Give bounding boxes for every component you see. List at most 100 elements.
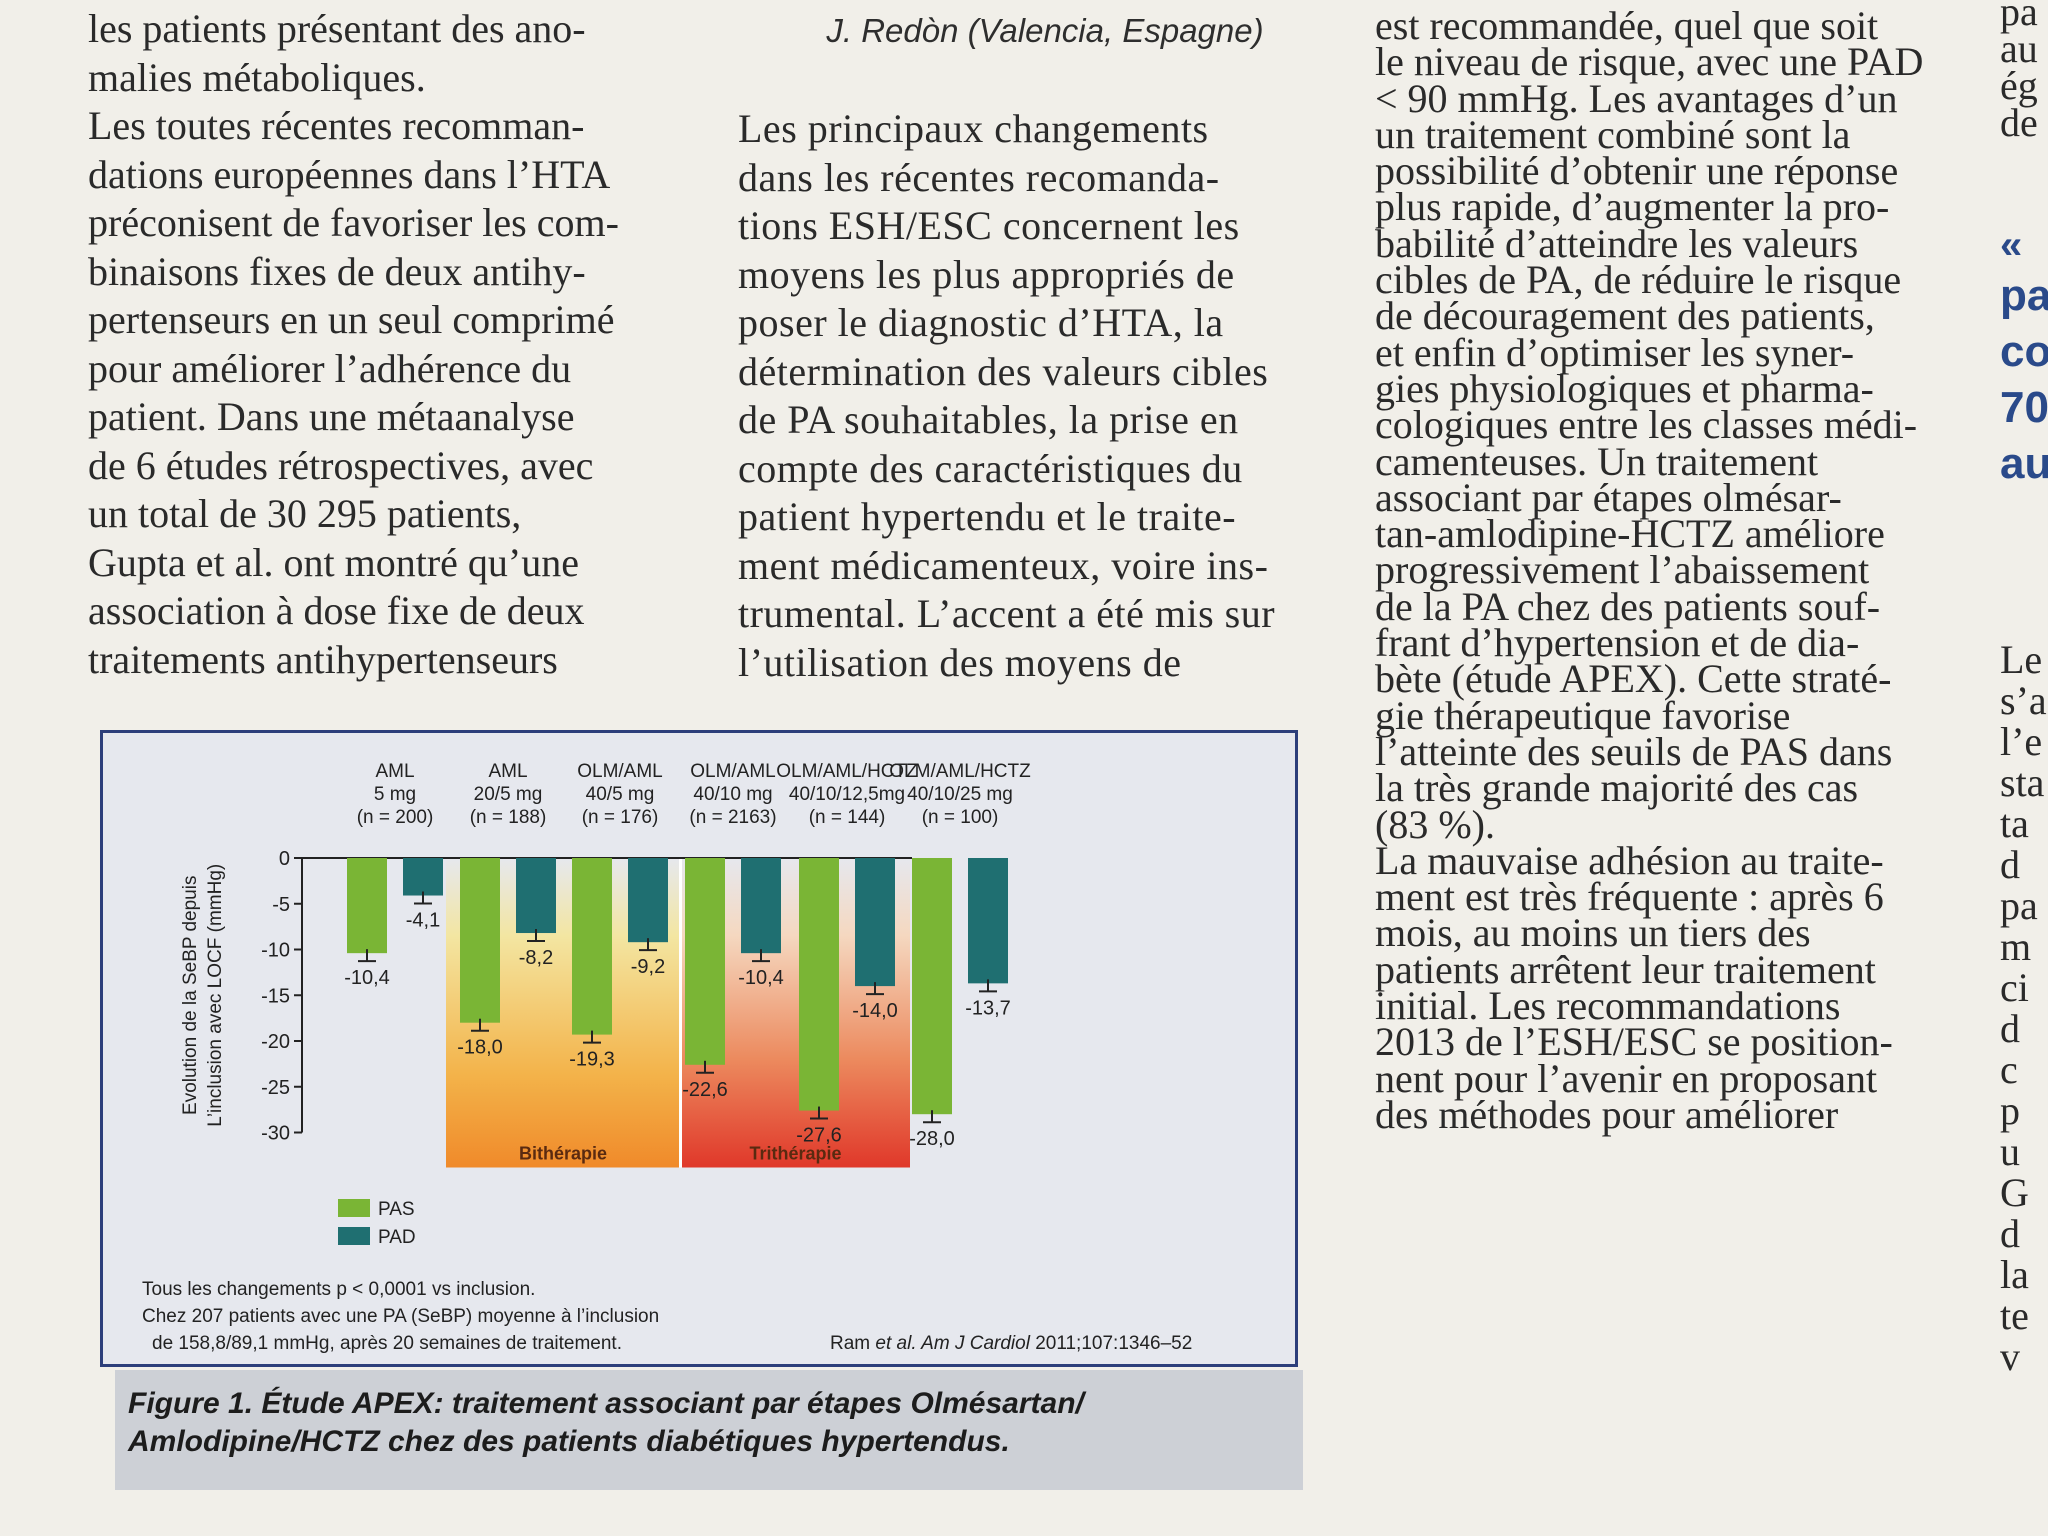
column-3-text-line: babilité d’atteindre les valeurs (1375, 220, 1859, 266)
column-1-text-line: les patients présentant des ano- (88, 6, 586, 51)
column-1-text-line: pertenseurs en un seul comprimé (88, 297, 615, 342)
group-header-dose: 40/10/12,5mg (789, 784, 905, 805)
article-column-1: les patients présentant des ano-malies m… (88, 5, 673, 684)
column-2-text-line: de PA souhaitables, la prise en (738, 397, 1239, 442)
group-header-name: OLM/AML/HCTZ (889, 761, 1031, 782)
column-3-text-line: l’atteinte des seuils de PAS dans (1375, 728, 1893, 774)
column-4-text-fragment: la (2000, 1252, 2029, 1297)
column-4-text-fragment: d (2000, 1211, 2020, 1256)
figure-footnote-line: Tous les changements p < 0,0001 vs inclu… (142, 1279, 535, 1300)
column-3-text-line: cologiques entre les classes médi- (1375, 402, 1918, 448)
column-3-text-line: et enfin d’optimiser les syner- (1375, 329, 1855, 375)
figure-footnote-line: de 158,8/89,1 mmHg, après 20 semaines de… (152, 1333, 622, 1354)
column-4-text-fragment: « (2000, 223, 2023, 267)
figure-caption-background (115, 1370, 1303, 1490)
y-tick-label: -5 (272, 894, 290, 916)
group-header-n: (n = 200) (357, 807, 434, 828)
column-3-text-line: tan-amlodipine-HCTZ améliore (1375, 511, 1885, 557)
column-3-text-line: de découragement des patients, (1375, 293, 1875, 339)
legend-label: PAS (378, 1199, 415, 1220)
column-3-text-line: de la PA chez des patients souf- (1375, 583, 1881, 629)
legend-swatch-pad (338, 1227, 370, 1245)
column-3-text-line: associant par étapes olmésar- (1375, 474, 1842, 520)
group-header-dose: 20/5 mg (474, 784, 543, 805)
bar-value-label: -13,7 (965, 997, 1011, 1019)
bar-pas (912, 858, 952, 1115)
y-axis-label-line-2: L’inclusion avec LOCF (mmHg) (205, 864, 226, 1127)
column-4-text-fragment: c (2000, 1047, 2018, 1092)
column-4-text-fragment: sta (2000, 760, 2045, 805)
column-3-text-line: 2013 de l’ESH/ESC se position- (1375, 1019, 1893, 1065)
column-3-text-line: progressivement l’abaissement (1375, 547, 1870, 593)
group-header-dose: 5 mg (374, 784, 416, 805)
column-4-text-fragment: d (2000, 1006, 2020, 1051)
column-2-text-line: ment médicamenteux, voire ins- (738, 542, 1269, 588)
bar-pas (572, 858, 612, 1035)
bar-value-label: -8,2 (519, 947, 553, 969)
bar-pas (799, 858, 839, 1111)
figure-reference: Ram et al. Am J Cardiol 2011;107:1346–52 (830, 1333, 1192, 1354)
group-header-n: (n = 2163) (689, 807, 776, 828)
figure-reference-part: Ram (830, 1333, 875, 1354)
y-axis-label-line-1: Evolution de la SeBP depuis (180, 876, 201, 1115)
bar-value-label: -14,0 (852, 1000, 898, 1022)
group-header-dose: 40/10 mg (693, 784, 772, 805)
column-2-text-line: compte des caractéristiques du (738, 445, 1243, 491)
column-1-text-line: patient. Dans une métaanalyse (88, 394, 575, 439)
group-header-n: (n = 144) (809, 807, 886, 828)
column-1-text-line: de 6 études rétrospectives, avec (88, 442, 594, 488)
article-column-3: est recommandée, quel que soit le niveau … (1375, 3, 1955, 1137)
column-3-text-line: < 90 mmHg. Les avantages d’un (1375, 75, 1898, 121)
column-3-text-line: gies physiologiques et pharma- (1375, 365, 1874, 411)
group-header-name: OLM/AML (690, 761, 776, 782)
figure-reference-part: 2011;107:1346–52 (1030, 1333, 1192, 1354)
group-header-name: AML (375, 761, 414, 782)
column-3-text-line: (83 %). (1375, 801, 1495, 847)
column-4-text-fragment: pa (2000, 883, 2038, 928)
y-tick-label: -15 (261, 985, 290, 1007)
region-label: Trithérapie (749, 1144, 841, 1164)
bar-value-label: -19,3 (569, 1049, 615, 1071)
column-1-text-line: un total de 30 295 patients, (88, 491, 522, 536)
figure-footnote-line: Chez 207 patients avec une PA (SeBP) moy… (142, 1306, 659, 1327)
bar-pas (347, 858, 387, 954)
column-3-text-line: des méthodes pour améliorer (1375, 1091, 1839, 1137)
column-3-text-line: est recommandée, quel que soit (1375, 3, 1879, 48)
y-tick-label: 0 (279, 848, 290, 870)
column-2-text-line: poser le diagnostic d’HTA, la (738, 300, 1224, 345)
column-4-text-fragment: de (2000, 100, 2038, 145)
column-1-text-line: pour améliorer l’adhérence du (88, 345, 572, 391)
column-3-text-line: un traitement combiné sont la (1375, 111, 1851, 157)
bar-pad (403, 858, 443, 896)
column-2-text-line: patient hypertendu et le traite- (738, 494, 1237, 539)
bar-pas (685, 858, 725, 1065)
legend-swatch-pas (338, 1199, 370, 1217)
column-4-text-fragment: Le (2000, 637, 2043, 682)
column-3-text-line: possibilité d’obtenir une réponse (1375, 148, 1899, 194)
figure-caption: Figure 1. Étude APEX: traitement associa… (128, 1385, 1298, 1461)
column-4-text-fragment: d (2000, 842, 2020, 887)
column-3-text-line: cibles de PA, de réduire le risque (1375, 257, 1902, 303)
bar-pas (460, 858, 500, 1023)
bar-pad (516, 858, 556, 934)
column-1-text-line: dations européennes dans l’HTA (88, 151, 611, 197)
y-tick-label: -30 (261, 1123, 290, 1145)
column-1-text-line: malies métaboliques. (88, 54, 426, 100)
column-2-text-line: tions ESH/ESC concernent les (738, 203, 1240, 248)
column-1-text-line: binaisons fixes de deux antihy- (88, 248, 586, 294)
group-header-n: (n = 100) (922, 807, 999, 828)
bar-value-label: -10,4 (738, 967, 784, 989)
column-1-text-line: préconisent de favoriser les com- (88, 200, 619, 245)
group-header-name: OLM/AML/HCTZ (776, 761, 918, 782)
group-header-dose: 40/5 mg (586, 784, 655, 805)
column-2-text-line: trumental. L’accent a été mis sur (738, 591, 1276, 636)
column-2-text-line: dans les récentes recomanda- (738, 154, 1220, 200)
column-3-text-line: frant d’hypertension et de dia- (1375, 620, 1860, 666)
bar-value-label: -28,0 (909, 1128, 955, 1150)
legend-label: PAD (378, 1227, 416, 1248)
column-4-text-fragment: ta (2000, 801, 2029, 846)
group-header-name: AML (488, 761, 527, 782)
y-tick-label: -10 (261, 940, 290, 962)
column-3-text-line: patients arrêtent leur traitement (1375, 946, 1876, 992)
column-3-text-line: nent pour l’avenir en proposant (1375, 1055, 1878, 1101)
